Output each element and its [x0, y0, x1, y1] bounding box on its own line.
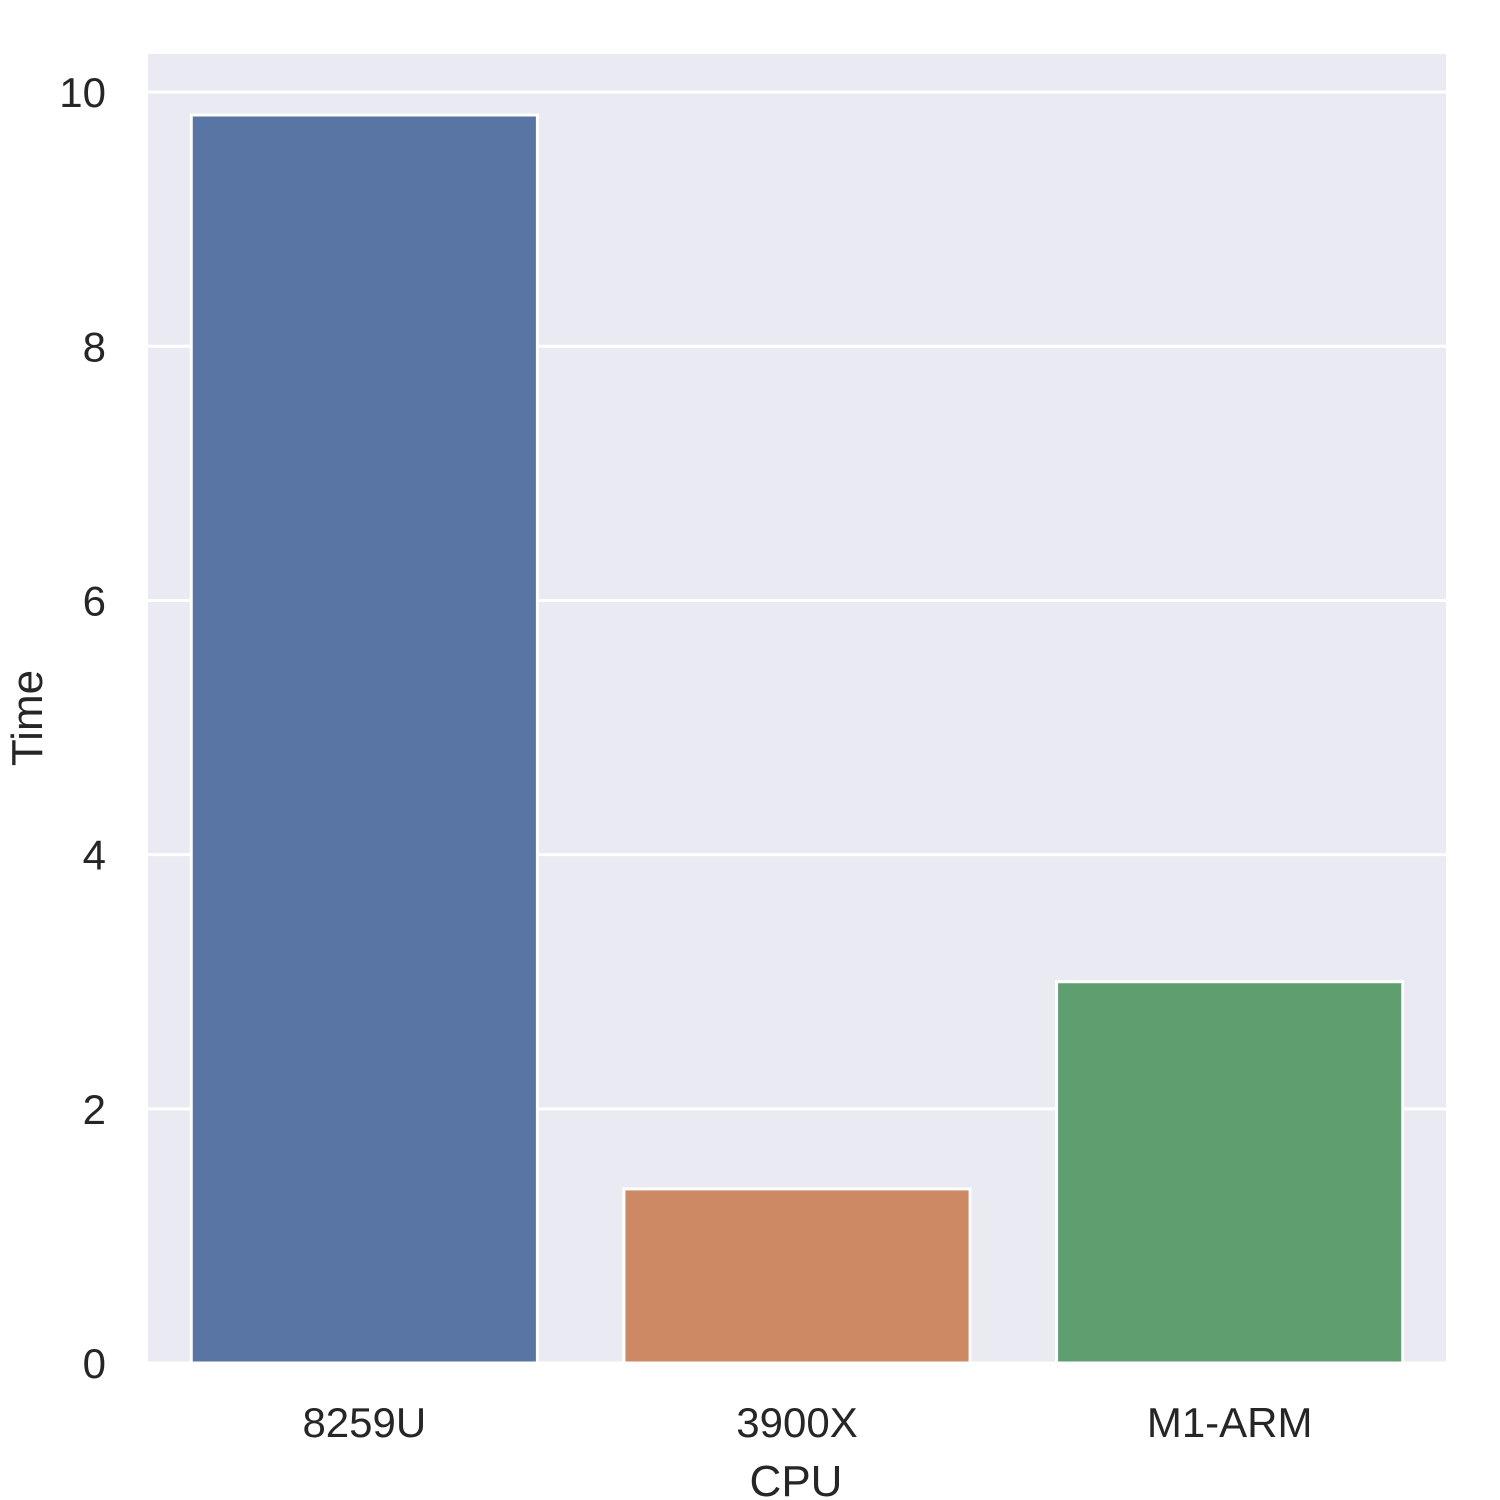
bar-8259u: [189, 113, 539, 1365]
bar-3900x: [622, 1187, 972, 1365]
x-axis-ticks: 8259U 3900X M1-ARM: [302, 1399, 1312, 1446]
y-tick-label: 10: [59, 69, 106, 116]
bar-m1-arm: [1055, 980, 1405, 1365]
x-tick-label: 3900X: [736, 1399, 857, 1446]
x-tick-label: M1-ARM: [1147, 1399, 1313, 1446]
y-axis-ticks: 0 2 4 6 8 10: [59, 69, 106, 1387]
y-axis-label: Time: [3, 670, 52, 766]
y-tick-label: 4: [83, 832, 106, 879]
y-tick-label: 0: [83, 1340, 106, 1387]
x-tick-label: 8259U: [302, 1399, 426, 1446]
x-axis-label: CPU: [750, 1457, 843, 1500]
y-tick-label: 8: [83, 323, 106, 370]
y-tick-label: 6: [83, 577, 106, 624]
y-tick-label: 2: [83, 1086, 106, 1133]
bars: [189, 113, 1405, 1365]
